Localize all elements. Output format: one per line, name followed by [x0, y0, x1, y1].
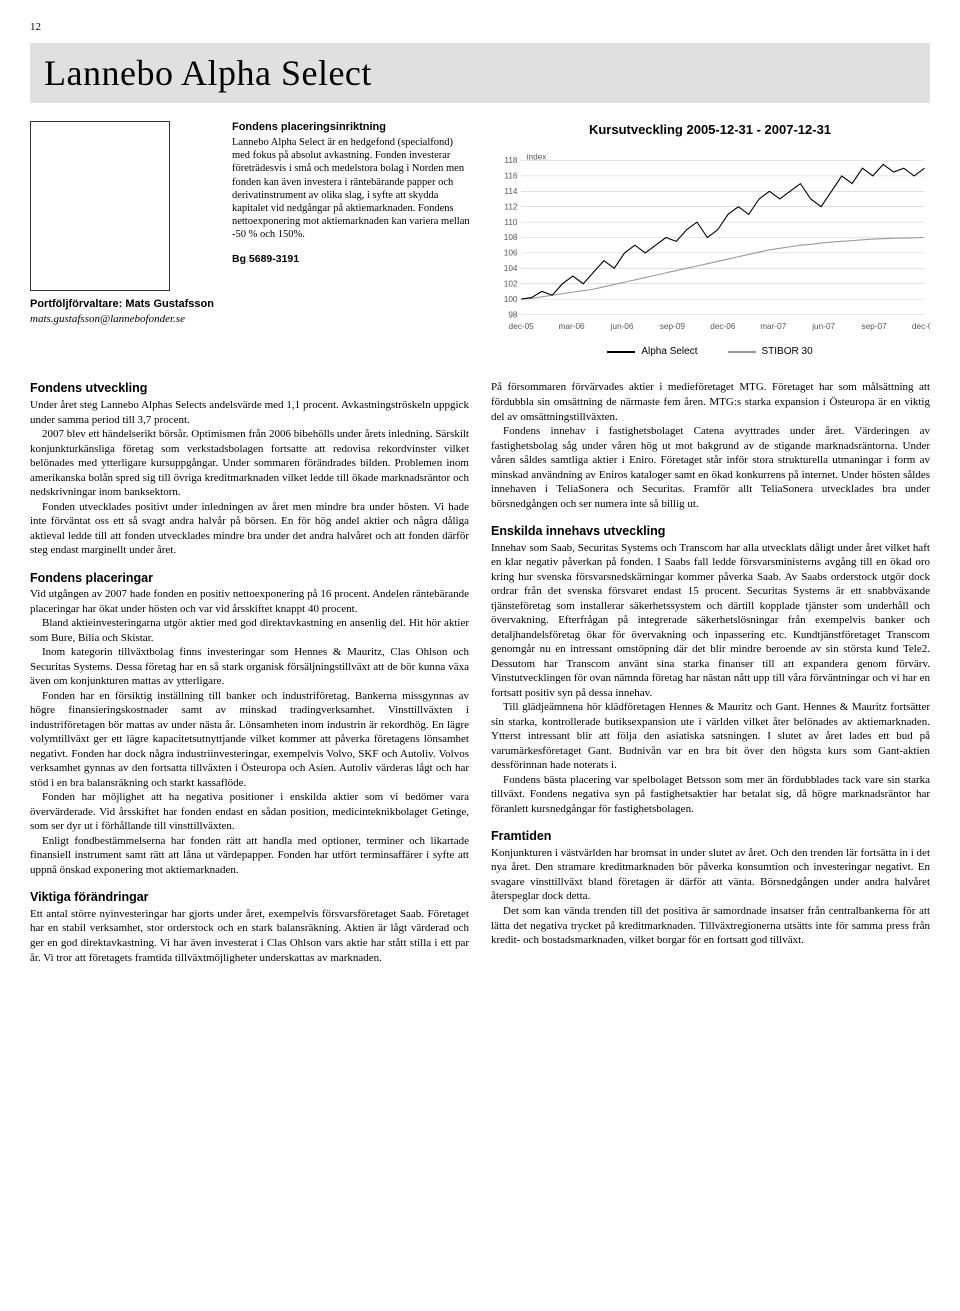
- svg-text:jun-06: jun-06: [610, 322, 634, 331]
- svg-text:dec-07: dec-07: [912, 322, 930, 331]
- svg-text:98: 98: [508, 310, 518, 319]
- paragraph: Fondens innehav i fastighetsbolaget Cate…: [491, 424, 930, 511]
- paragraph: Innehav som Saab, Securitas Systems och …: [491, 541, 930, 701]
- right-column: På försommaren förvärvades aktier i medi…: [491, 380, 930, 965]
- svg-text:114: 114: [504, 187, 518, 196]
- paragraph: Bland aktieinvesteringarna utgör aktier …: [30, 616, 469, 645]
- svg-text:mar-07: mar-07: [760, 322, 787, 331]
- manager-info: Portföljförvaltare: Mats Gustafsson mats…: [30, 297, 214, 327]
- paragraph: Konjunkturen i västvärlden har bromsat i…: [491, 846, 930, 904]
- line-chart: 98 100 102 104 106 108 110 112 114 116 118 index dec…: [490, 143, 930, 343]
- svg-text:104: 104: [504, 264, 518, 273]
- chart-title: Kursutveckling 2005-12-31 - 2007-12-31: [490, 121, 930, 139]
- paragraph: Fonden har en försiktig inställning till…: [30, 689, 469, 791]
- manager-email: mats.gustafsson@lannebofonder.se: [30, 312, 214, 327]
- svg-text:116: 116: [504, 172, 518, 181]
- paragraph: Enligt fondbestämmelserna har fonden rät…: [30, 834, 469, 878]
- paragraph: Fonden har möjlighet att ha negativa pos…: [30, 790, 469, 834]
- bg-number: Bg 5689-3191: [232, 253, 472, 266]
- left-intro-block: Portföljförvaltare: Mats Gustafsson mats…: [30, 121, 214, 358]
- paragraph: Det som kan vända trenden till det posit…: [491, 904, 930, 948]
- legend-label-2: STIBOR 30: [762, 345, 813, 359]
- svg-text:110: 110: [504, 218, 518, 227]
- top-section: Portföljförvaltare: Mats Gustafsson mats…: [30, 121, 930, 358]
- svg-text:dec-05: dec-05: [509, 322, 535, 331]
- svg-text:index: index: [527, 153, 548, 162]
- svg-text:118: 118: [504, 156, 518, 165]
- paragraph: På försommaren förvärvades aktier i medi…: [491, 380, 930, 424]
- svg-text:106: 106: [504, 249, 518, 258]
- paragraph: 2007 blev ett händelserikt börsår. Optim…: [30, 427, 469, 500]
- legend-item-1: Alpha Select: [607, 345, 697, 359]
- intro-column: Fondens placeringsinriktning Lannebo Alp…: [232, 121, 472, 358]
- section-heading: Viktiga förändringar: [30, 889, 469, 906]
- paragraph: Under året steg Lannebo Alphas Selects a…: [30, 398, 469, 427]
- paragraph: Till glädjeämnena hör klädföretagen Henn…: [491, 700, 930, 773]
- manager-photo-placeholder: [30, 121, 170, 291]
- paragraph: Inom kategorin tillväxtbolag finns inves…: [30, 645, 469, 689]
- section-heading: Enskilda innehavs utveckling: [491, 523, 930, 540]
- svg-text:100: 100: [504, 295, 518, 304]
- svg-text:sep-07: sep-07: [861, 322, 887, 331]
- svg-text:sep-09: sep-09: [660, 322, 686, 331]
- page-number: 12: [30, 20, 930, 35]
- legend-swatch-2: [728, 351, 756, 353]
- paragraph: Fondens bästa placering var spelbolaget …: [491, 773, 930, 817]
- paragraph: Ett antal större nyinvesteringar har gjo…: [30, 907, 469, 965]
- left-column: Fondens utvecklingUnder året steg Lanneb…: [30, 380, 469, 965]
- section-heading: Fondens placeringar: [30, 570, 469, 587]
- svg-text:dec-06: dec-06: [710, 322, 736, 331]
- svg-text:mar-06: mar-06: [559, 322, 586, 331]
- legend-swatch-1: [607, 351, 635, 353]
- manager-label: Portföljförvaltare: Mats Gustafsson: [30, 297, 214, 312]
- paragraph: Fonden utvecklades positivt under inledn…: [30, 500, 469, 558]
- legend-item-2: STIBOR 30: [728, 345, 813, 359]
- chart-svg: 98 100 102 104 106 108 110 112 114 116 118 index dec…: [490, 143, 930, 343]
- svg-text:112: 112: [504, 202, 518, 211]
- section-heading: Fondens utveckling: [30, 380, 469, 397]
- chart-legend: Alpha Select STIBOR 30: [490, 345, 930, 359]
- legend-label-1: Alpha Select: [641, 345, 697, 359]
- paragraph: Vid utgången av 2007 hade fonden en posi…: [30, 587, 469, 616]
- intro-body: Lannebo Alpha Select är en hedgefond (sp…: [232, 136, 472, 241]
- section-heading: Framtiden: [491, 828, 930, 845]
- chart-column: Kursutveckling 2005-12-31 - 2007-12-31 9…: [490, 121, 930, 358]
- svg-text:jun-07: jun-07: [811, 322, 835, 331]
- svg-text:108: 108: [504, 233, 518, 242]
- intro-heading: Fondens placeringsinriktning: [232, 121, 472, 135]
- body-columns: Fondens utvecklingUnder året steg Lanneb…: [30, 380, 930, 965]
- svg-text:102: 102: [504, 279, 518, 288]
- title-bar: Lannebo Alpha Select: [30, 43, 930, 104]
- page-title: Lannebo Alpha Select: [44, 49, 930, 98]
